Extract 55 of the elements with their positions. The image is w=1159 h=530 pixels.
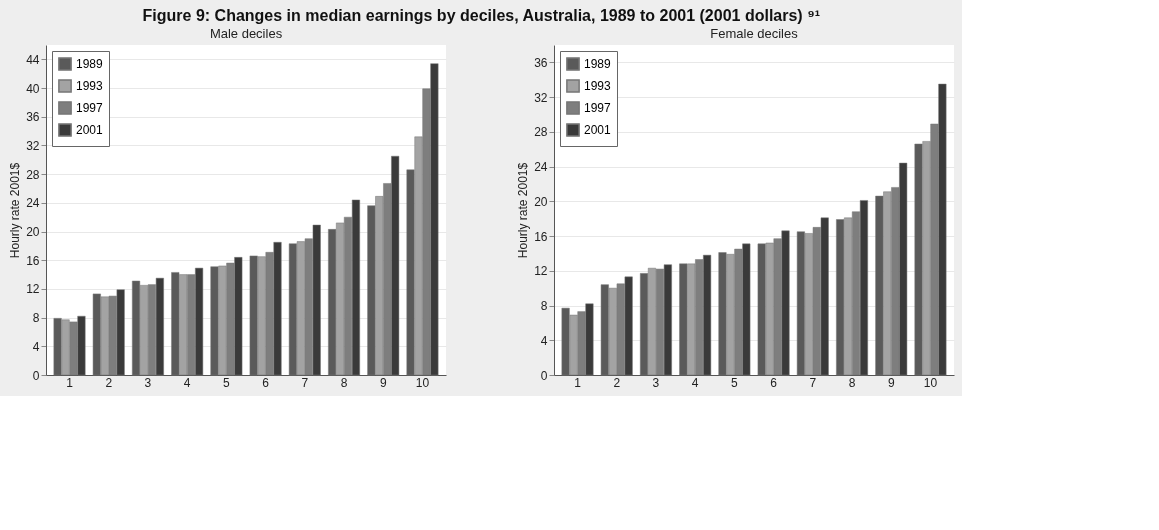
x-tick-label: 6 [262, 375, 270, 390]
y-tick-label: 32 [26, 138, 40, 153]
caption: Figure 9: Changes in median earnings by deciles, Australia, 1989 to 2001 (2001 dollars) ⁹¹ [142, 7, 821, 24]
y-tick-label: 8 [540, 299, 548, 314]
legend-label: 1993 [76, 79, 104, 93]
x-tick-label: 10 [923, 375, 938, 390]
y-tick-label: 44 [26, 52, 40, 67]
x-tick-label: 4 [691, 375, 699, 390]
y-tick-label: 16 [534, 229, 548, 244]
x-tick-label: 2 [105, 375, 113, 390]
x-tick-label: 5 [223, 375, 231, 390]
x-tick-label: 7 [809, 375, 817, 390]
x-tick-label: 2 [613, 375, 621, 390]
y-tick-label: 32 [534, 90, 548, 105]
x-tick-label: 7 [301, 375, 309, 390]
y-tick-label: 4 [540, 333, 548, 348]
legend-label: 1989 [584, 57, 612, 71]
y-tick-label: 28 [534, 125, 548, 140]
y-tick-label: 12 [534, 264, 548, 279]
x-tick-label: 3 [144, 375, 152, 390]
x-tick-label: 1 [574, 375, 582, 390]
y-tick-label: 20 [26, 225, 40, 240]
x-tick-label: 9 [379, 375, 387, 390]
y-axis-title: Hourly rate 2001$ [8, 162, 23, 259]
y-tick-label: 20 [534, 194, 548, 209]
y-tick-label: 24 [534, 160, 548, 175]
chart-title: Male deciles [209, 26, 283, 41]
y-tick-label: 0 [32, 368, 40, 383]
y-tick-label: 0 [540, 368, 548, 383]
legend-label: 1997 [584, 101, 612, 115]
legend-label: 2001 [584, 123, 612, 137]
legend-label: 1993 [584, 79, 612, 93]
legend-label: 1997 [76, 101, 104, 115]
y-tick-label: 4 [32, 339, 40, 354]
x-tick-label: 9 [887, 375, 895, 390]
x-tick-label: 5 [731, 375, 739, 390]
x-tick-label: 10 [415, 375, 430, 390]
y-tick-label: 8 [32, 311, 40, 326]
chart-title: Female deciles [710, 26, 799, 41]
x-tick-label: 1 [66, 375, 74, 390]
x-tick-label: 8 [848, 375, 856, 390]
y-tick-label: 28 [26, 167, 40, 182]
y-axis-title: Hourly rate 2001$ [516, 162, 531, 259]
x-tick-label: 8 [340, 375, 348, 390]
legend-label: 1989 [76, 57, 104, 71]
y-tick-label: 12 [26, 282, 40, 297]
y-tick-label: 36 [26, 110, 40, 125]
y-tick-label: 40 [26, 81, 40, 96]
y-tick-label: 36 [534, 55, 548, 70]
y-tick-label: 16 [26, 253, 40, 268]
x-tick-label: 3 [652, 375, 660, 390]
x-tick-label: 6 [770, 375, 778, 390]
y-tick-label: 24 [26, 196, 40, 211]
x-tick-label: 4 [183, 375, 191, 390]
legend-label: 2001 [76, 123, 104, 137]
